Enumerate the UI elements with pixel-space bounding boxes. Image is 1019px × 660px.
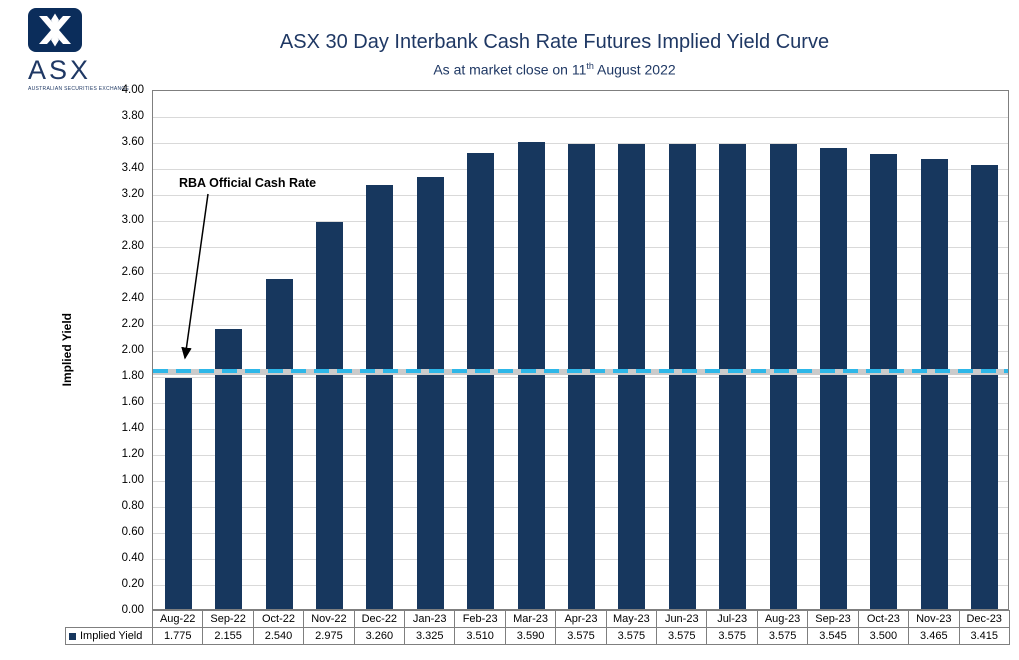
bar-Apr-23 xyxy=(568,144,595,609)
value-cell: 3.575 xyxy=(605,627,658,645)
y-tick-label: 0.40 xyxy=(121,552,144,564)
x-category-cell: Nov-23 xyxy=(908,610,960,628)
rba-cash-rate-annotation: RBA Official Cash Rate xyxy=(179,176,317,190)
y-tick-label: 2.00 xyxy=(121,344,144,356)
bar-Aug-22 xyxy=(164,378,192,609)
y-tick-label: 3.20 xyxy=(121,188,144,200)
value-cell: 2.155 xyxy=(202,627,254,645)
asx-logo-icon xyxy=(39,13,71,47)
x-category-cell: Mar-23 xyxy=(504,610,557,628)
y-tick-label: 4.00 xyxy=(121,84,144,96)
y-axis-title-text: Implied Yield xyxy=(60,313,74,387)
x-category-cell: Jun-23 xyxy=(656,610,708,628)
asx-caption-text: AUSTRALIAN SECURITIES EXCHANGE xyxy=(28,86,130,92)
value-cell: 3.590 xyxy=(504,627,557,645)
bar-Dec-23 xyxy=(971,165,999,609)
y-tick-label: 0.60 xyxy=(121,526,144,538)
y-tick-label: 1.20 xyxy=(121,448,144,460)
bar-Nov-23 xyxy=(920,158,948,609)
bar-Aug-23 xyxy=(769,144,797,609)
bar-Dec-22 xyxy=(366,185,394,609)
bar-Mar-23 xyxy=(517,142,545,609)
y-tick-label: 2.60 xyxy=(121,266,144,278)
bar-Feb-23 xyxy=(467,152,495,609)
value-cell: 3.575 xyxy=(756,627,809,645)
x-category-cell: Apr-23 xyxy=(555,610,607,628)
gridline xyxy=(153,142,1008,144)
y-tick-label: 2.20 xyxy=(121,318,144,330)
asx-brand-text: ASX xyxy=(28,55,92,85)
x-category-cell: Oct-22 xyxy=(252,610,305,628)
y-tick-label: 3.00 xyxy=(121,214,144,226)
bar-Jan-23 xyxy=(416,176,444,609)
bar-Nov-22 xyxy=(315,222,343,609)
y-tick-label: 2.80 xyxy=(121,240,144,252)
y-tick-label: 1.00 xyxy=(121,474,144,486)
chart-title: ASX 30 Day Interbank Cash Rate Futures I… xyxy=(279,31,830,53)
chart-data-table: Aug-22 Sep-22 Oct-22 Nov-22 Dec-22 Jan-23 Feb-… xyxy=(65,610,1010,645)
value-cell: 3.575 xyxy=(706,627,758,645)
value-cell: 2.975 xyxy=(303,627,355,645)
value-cell: 3.465 xyxy=(908,627,960,645)
x-category-cell: Nov-22 xyxy=(303,610,355,628)
bar-Jun-23 xyxy=(668,144,696,609)
y-tick-label: 1.80 xyxy=(121,370,144,382)
subtitle-prefix: As at market close on 11 xyxy=(433,61,587,78)
x-category-cell: May-23 xyxy=(605,610,658,628)
x-category-cell: Aug-22 xyxy=(151,610,204,628)
subtitle-suffix: August 2022 xyxy=(593,61,676,78)
bar-May-23 xyxy=(618,144,646,609)
asx-logo: ASX AUSTRALIAN SECURITIES EXCHANGE xyxy=(28,8,148,92)
series-swatch-icon xyxy=(69,632,76,640)
asx-logo-mark xyxy=(28,8,82,52)
value-cell: 2.540 xyxy=(252,627,305,645)
bar-Jul-23 xyxy=(719,144,747,609)
value-cell: 3.415 xyxy=(958,627,1010,645)
x-category-cell: Sep-23 xyxy=(807,610,859,628)
y-axis-title: Implied Yield xyxy=(58,90,76,610)
y-tick-label: 0.20 xyxy=(121,578,144,590)
bar-Oct-23 xyxy=(870,154,898,609)
value-cell: 3.260 xyxy=(353,627,406,645)
x-category-cell: Jan-23 xyxy=(404,610,456,628)
value-cell: 3.325 xyxy=(404,627,456,645)
table-corner-cell xyxy=(66,611,153,628)
x-category-cell: Feb-23 xyxy=(454,610,506,628)
bar-Sep-22 xyxy=(215,328,243,609)
y-tick-label: 3.60 xyxy=(121,136,144,148)
x-category-cell: Dec-23 xyxy=(958,610,1010,628)
value-cell: 3.575 xyxy=(555,627,607,645)
y-tick-label: 3.40 xyxy=(121,162,144,174)
y-axis-tick-labels: 0.00 0.20 0.40 0.60 0.80 1.00 1.20 1.40 1.60 1.80… xyxy=(102,84,148,616)
x-category-cell: Dec-22 xyxy=(353,610,406,628)
value-cell: 3.575 xyxy=(656,627,708,645)
value-cell: 3.510 xyxy=(454,627,506,645)
value-cell: 1.775 xyxy=(151,627,204,645)
value-cell: 3.545 xyxy=(807,627,859,645)
y-tick-label: 3.80 xyxy=(121,110,144,122)
gridline xyxy=(153,116,1008,118)
y-tick-label: 0.00 xyxy=(121,604,144,616)
subtitle-superscript: th xyxy=(586,61,594,71)
plot-area xyxy=(152,90,1009,610)
y-tick-label: 1.40 xyxy=(121,422,144,434)
bar-Oct-22 xyxy=(265,278,293,609)
legend-cell: Implied Yield xyxy=(65,627,153,645)
y-tick-label: 1.60 xyxy=(121,396,144,408)
x-category-cell: Sep-22 xyxy=(202,610,254,628)
rba-cash-rate-line xyxy=(153,368,1008,373)
series-name: Implied Yield xyxy=(80,630,143,642)
value-cell: 3.500 xyxy=(857,627,910,645)
y-tick-label: 2.40 xyxy=(121,292,144,304)
x-category-cell: Oct-23 xyxy=(857,610,910,628)
x-category-cell: Jul-23 xyxy=(706,610,758,628)
y-tick-label: 0.80 xyxy=(121,500,144,512)
chart-subtitle: As at market close on 11th August 2022 xyxy=(120,61,989,78)
bar-Sep-23 xyxy=(820,148,848,609)
x-category-cell: Aug-23 xyxy=(756,610,809,628)
